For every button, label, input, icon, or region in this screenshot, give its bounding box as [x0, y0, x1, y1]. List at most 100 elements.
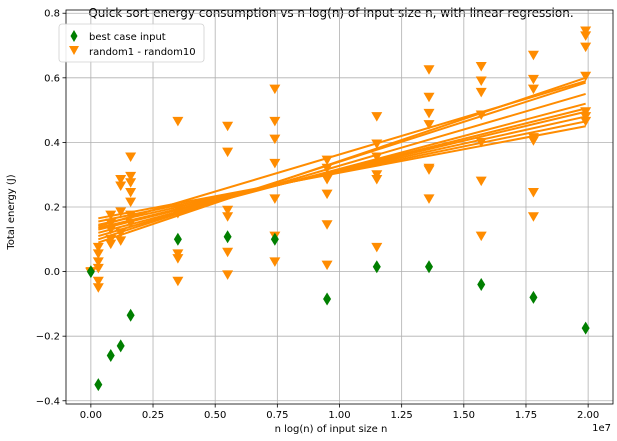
random-data-point — [269, 158, 281, 169]
random-data-point — [92, 249, 104, 259]
y-tick-label: 0.4 — [44, 138, 60, 149]
random-data-point — [321, 260, 333, 271]
x-axis-title: n log(n) of input size n — [275, 424, 388, 435]
best-case-data-point — [173, 232, 182, 246]
random-data-point — [92, 242, 104, 253]
random-data-point — [269, 84, 281, 95]
random-data-point — [321, 155, 333, 166]
random-data-point — [475, 137, 487, 148]
legend: best case input random1 - random10 — [58, 23, 205, 63]
random-data-point — [580, 107, 592, 117]
best-case-data-point — [94, 378, 103, 392]
random-data-point — [580, 112, 592, 122]
random-data-point — [105, 210, 117, 221]
best-case-data-point — [323, 292, 332, 306]
random-data-point — [92, 283, 104, 293]
x-tick-label: 0.00 — [80, 410, 102, 421]
x-tick-label: 1.50 — [453, 410, 475, 421]
random-data-point — [371, 152, 383, 162]
best-case-data-point — [116, 339, 125, 353]
x-axis-offset-label: 1e7 — [592, 423, 611, 434]
regression-lines — [98, 76, 586, 244]
best-case-data-point — [425, 260, 434, 274]
random-data-point — [475, 176, 487, 187]
legend-box — [58, 23, 205, 63]
random-data-point — [423, 120, 435, 130]
regression-line — [98, 80, 586, 228]
random-data-point — [527, 50, 539, 61]
best-case-data-point — [477, 278, 486, 292]
random-data-point — [222, 270, 234, 280]
random-data-point — [371, 112, 383, 122]
random-data-point — [105, 234, 117, 245]
random-data-point — [105, 225, 117, 235]
random-data-point — [105, 239, 117, 250]
random-data-point — [172, 204, 184, 214]
best-case-data-point — [270, 232, 279, 246]
random-data-point — [321, 175, 333, 185]
random-data-point — [172, 276, 184, 287]
random-data-point — [527, 187, 539, 198]
random-data-point — [222, 212, 234, 222]
regression-line — [98, 93, 586, 238]
random-data-point — [423, 194, 435, 204]
y-tick-label: −0.4 — [36, 396, 60, 407]
random-data-point — [475, 62, 487, 72]
y-tick-label: 0.8 — [44, 9, 60, 20]
random-data-point — [105, 218, 117, 229]
x-tick-label: 1.25 — [391, 410, 413, 421]
random-data-point — [475, 110, 487, 120]
random-data-point — [371, 242, 383, 253]
random-data-point — [125, 197, 137, 208]
best-series-markers — [86, 230, 590, 392]
best-case-data-point — [529, 290, 538, 304]
y-tick-label: −0.2 — [36, 332, 60, 343]
random-data-point — [423, 92, 435, 103]
random-data-point — [172, 254, 184, 264]
x-tick-label: 0.75 — [266, 410, 288, 421]
random-data-point — [269, 116, 281, 127]
random-data-point — [580, 31, 592, 41]
random-data-point — [423, 108, 435, 119]
random-data-point — [321, 189, 333, 200]
grid-lines — [66, 10, 613, 404]
random-data-point — [92, 257, 104, 267]
random-data-point — [92, 263, 104, 274]
random-data-point — [269, 134, 281, 145]
y-axis-ticks: −0.4 −0.2 0.0 0.2 0.4 0.6 0.8 — [36, 9, 66, 407]
legend-marker-best — [70, 30, 78, 42]
random-series-markers — [85, 26, 592, 293]
best-case-data-point — [223, 230, 232, 244]
legend-label-best: best case input — [89, 32, 166, 43]
random-data-point — [115, 181, 127, 192]
random-data-point — [125, 187, 137, 198]
random-data-point — [125, 152, 137, 162]
random-data-point — [321, 163, 333, 174]
random-data-point — [269, 194, 281, 204]
legend-marker-random — [69, 46, 79, 55]
random-data-point — [172, 249, 184, 259]
random-data-point — [527, 136, 539, 146]
random-data-point — [115, 236, 127, 246]
legend-label-random: random1 - random10 — [89, 47, 196, 58]
random-data-point — [125, 178, 137, 188]
random-data-point — [475, 76, 487, 87]
random-data-point — [269, 257, 281, 267]
random-data-point — [475, 231, 487, 242]
y-tick-label: 0.6 — [44, 73, 60, 84]
random-data-point — [371, 139, 383, 150]
x-tick-label: 1.00 — [328, 410, 350, 421]
random-data-point — [371, 170, 383, 180]
random-data-point — [125, 218, 137, 229]
random-data-point — [115, 207, 127, 217]
random-data-point — [115, 228, 127, 238]
y-tick-label: 0.0 — [44, 267, 60, 278]
random-data-point — [172, 208, 184, 219]
random-data-point — [580, 26, 592, 36]
best-case-data-point — [581, 321, 590, 335]
random-data-point — [580, 116, 592, 127]
x-tick-label: 1.75 — [515, 410, 537, 421]
random-data-point — [92, 276, 104, 287]
random-data-point — [222, 147, 234, 158]
